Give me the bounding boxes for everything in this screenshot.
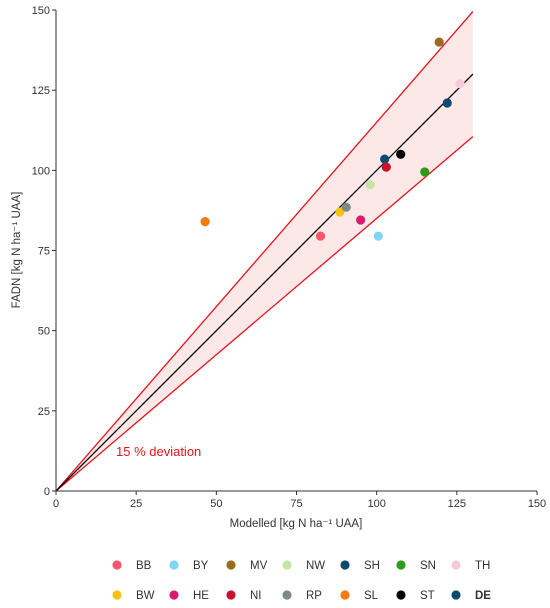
y-tick-label: 125 [32, 85, 50, 97]
data-point-th [455, 79, 465, 89]
legend-label-sn: SN [420, 560, 436, 572]
data-point-st [396, 149, 406, 159]
x-tick-label: 0 [53, 498, 59, 510]
legend-label-sl: SL [364, 590, 379, 602]
data-point-rp [341, 202, 351, 212]
y-tick-label: 0 [44, 486, 50, 498]
data-point-sh [380, 154, 390, 164]
legend-label-bb: BB [136, 560, 152, 572]
legend-label-bw: BW [136, 590, 155, 602]
legend-marker-sh [340, 560, 350, 570]
data-point-sl [200, 217, 210, 227]
legend-label-he: HE [193, 590, 209, 602]
legend: BB BY MV NW SH SN TH BW HE NI RP SL ST DE [112, 560, 491, 602]
data-point-ni [381, 162, 391, 172]
legend-label-ni: NI [250, 590, 262, 602]
identity-line [55, 73, 474, 492]
legend-label-mv: MV [250, 560, 268, 572]
legend-marker-mv [226, 560, 236, 570]
legend-marker-by [169, 560, 179, 570]
data-point-nw [365, 180, 375, 190]
x-tick-label: 100 [367, 498, 385, 510]
legend-marker-nw [282, 560, 292, 570]
x-tick-label: 125 [448, 498, 466, 510]
data-point-de [442, 98, 452, 108]
legend-label-sh: SH [364, 560, 380, 572]
lower-deviation-line [55, 136, 474, 492]
y-tick-label: 75 [38, 246, 50, 258]
data-point-he [356, 215, 366, 225]
axes-layer: 0 25 50 75 100 125 150 0 25 50 75 100 125 150 [32, 5, 547, 510]
legend-marker-bb [112, 560, 122, 570]
data-points-layer [200, 37, 465, 241]
legend-label-nw: NW [306, 560, 325, 572]
legend-marker-sn [396, 560, 406, 570]
legend-marker-he [169, 590, 179, 600]
reference-lines-layer [55, 11, 474, 492]
data-point-mv [434, 37, 444, 47]
legend-marker-st [396, 590, 406, 600]
legend-marker-bw [112, 590, 122, 600]
data-point-bw [335, 207, 345, 217]
x-tick-label: 50 [210, 498, 222, 510]
y-tick-label: 150 [32, 5, 50, 17]
data-point-by [373, 231, 383, 241]
legend-marker-sl [340, 590, 350, 600]
x-axis-title: Modelled [kg N ha⁻¹ UAA] [230, 518, 363, 530]
legend-label-st: ST [420, 590, 435, 602]
deviation-annotation: 15 % deviation [116, 444, 201, 459]
legend-marker-de [451, 590, 461, 600]
legend-marker-rp [282, 590, 292, 600]
data-point-bb [315, 231, 326, 241]
legend-label-th: TH [475, 560, 490, 572]
y-tick-label: 50 [38, 326, 50, 338]
legend-label-by: BY [193, 560, 209, 572]
legend-label-rp: RP [306, 590, 322, 602]
y-axis-title: FADN [kg N ha⁻¹ UAA] [11, 192, 23, 309]
legend-label-de: DE [475, 590, 491, 602]
upper-deviation-line [55, 11, 474, 492]
x-tick-label: 25 [130, 498, 142, 510]
data-point-sn [420, 167, 430, 177]
x-tick-label: 150 [528, 498, 546, 510]
legend-marker-th [451, 560, 461, 570]
x-tick-label: 75 [290, 498, 302, 510]
legend-marker-ni [226, 590, 236, 600]
y-tick-label: 25 [38, 406, 50, 418]
y-tick-label: 100 [32, 165, 50, 177]
